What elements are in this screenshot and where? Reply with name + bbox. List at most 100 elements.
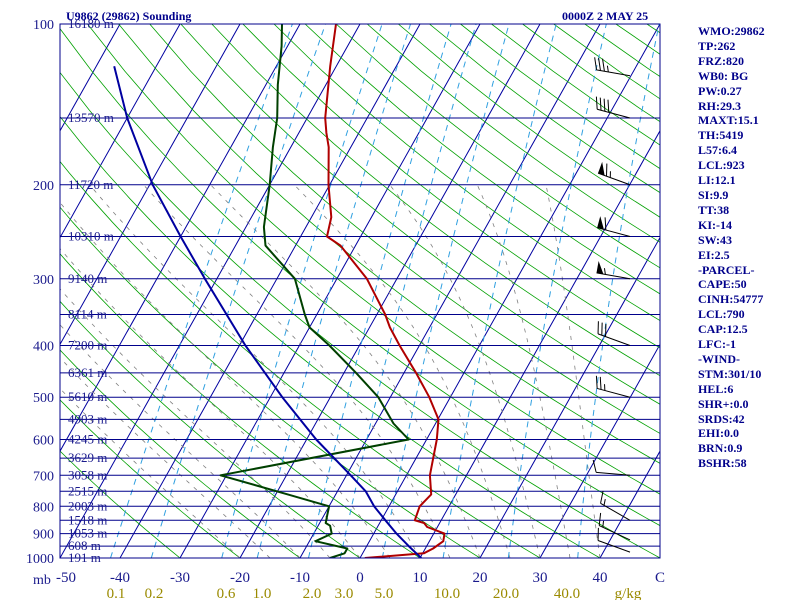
height-label: 3058 m (68, 467, 107, 482)
pressure-unit-label: mb (33, 573, 51, 588)
height-label: 3629 m (68, 450, 107, 465)
stability-index-item: SRDS:42 (698, 411, 745, 426)
height-label: 608 m (68, 538, 101, 553)
stability-index-item: SHR+:0.0 (698, 396, 749, 411)
isotherm-line (60, 24, 241, 346)
temperature-tick-label: 20 (473, 570, 488, 586)
wind-barb (595, 375, 631, 398)
temperature-tick-label: -50 (56, 570, 76, 586)
pressure-level-label: 300 (33, 273, 54, 288)
temperature-tick-label: -20 (230, 570, 250, 586)
stability-index-item: EHI:0.0 (698, 426, 740, 441)
moist-adiabat-line (545, 184, 601, 558)
pressure-level-label: 900 (33, 528, 54, 543)
mixing-ratio-label: 2.0 (303, 586, 322, 600)
height-label: 10310 m (68, 228, 114, 243)
height-label: 13570 m (68, 110, 114, 125)
stability-index-item: CAPE:50 (698, 277, 747, 292)
stability-index-item: L57:6.4 (698, 143, 737, 158)
chart-title: U9862 (29862) Sounding (66, 9, 191, 23)
height-label: 1518 m (68, 512, 107, 527)
stability-index-item: HEL:6 (698, 381, 734, 396)
stability-index-item: BSHR:58 (698, 456, 747, 471)
isobars (60, 23, 660, 559)
temperature-tick-label: -10 (290, 570, 310, 586)
isotherm-line (539, 343, 660, 558)
stability-index-item: STM:301/10 (698, 366, 762, 381)
mixing-ratio-label: 0.2 (145, 586, 164, 600)
temperature-tick-label: -30 (170, 570, 190, 586)
pressure-level-label: 1000 (26, 552, 54, 567)
stability-index-item: WMO:29862 (698, 24, 765, 38)
mixing-ratio-label: 0.6 (217, 586, 236, 600)
parcel-profile-line (113, 66, 422, 558)
pressure-level-label: 800 (33, 500, 54, 515)
moist-adiabat-line (60, 201, 391, 558)
isotherm-line (239, 24, 541, 558)
wind-barb (600, 490, 631, 521)
stability-index-item: TT:38 (698, 202, 730, 217)
isotherm-line (599, 450, 660, 558)
wind-barb (598, 512, 631, 541)
stability-index-item: MAXT:15.1 (698, 113, 759, 128)
wind-barb (595, 96, 631, 119)
wind-barb (597, 527, 631, 553)
temperature-tick-label: -40 (110, 570, 130, 586)
stability-index-item: LFC:-1 (698, 337, 736, 352)
stability-indices-panel: WMO:29862 TP:262 FRZ:820 WB0: BG PW:0.27 RH:2… (698, 24, 798, 471)
moist-adiabat-line (294, 184, 511, 558)
dewpoint-profile-line (219, 24, 410, 558)
stability-index-item: SW:43 (698, 232, 733, 247)
pressure-level-label: 600 (33, 434, 54, 449)
stability-index-item: WB0: BG (698, 68, 749, 83)
isotherm-line (60, 24, 301, 453)
wind-barb (594, 57, 631, 77)
stability-index-item: SI:9.9 (698, 187, 729, 202)
isotherm-line (60, 24, 181, 239)
mixing-ratio-label: 1.0 (253, 586, 272, 600)
temperature-tick-label: 0 (356, 570, 364, 586)
wind-barb (592, 459, 631, 476)
stability-index-item: TH:5419 (698, 128, 744, 143)
stability-index-item: -WIND- (698, 351, 740, 366)
mixing-ratio-label: 3.0 (335, 586, 354, 600)
stability-index-item: LCL:790 (698, 307, 745, 322)
pressure-level-label: 400 (33, 340, 54, 355)
plot-frame (59, 23, 661, 559)
height-label: 7200 m (68, 338, 107, 353)
stability-index-item: CAP:12.5 (698, 322, 748, 337)
sounding-time: 0000Z 2 MAY 25 (562, 9, 648, 23)
mixing-ratio-label: 10.0 (434, 586, 460, 600)
wind-barb (596, 261, 631, 280)
stability-index-item: TP:262 (698, 38, 736, 53)
mixing-ratio-label: 0.1 (107, 586, 126, 600)
sounding-profiles (113, 24, 446, 558)
wind-barbs (592, 57, 631, 553)
pressure-level-label: 100 (33, 18, 54, 33)
height-label: 4245 m (68, 432, 107, 447)
isotherm-line (60, 24, 121, 132)
height-label: 2515 m (68, 483, 107, 498)
stability-index-item: LCL:923 (698, 158, 745, 173)
stability-index-item: EI:2.5 (698, 247, 730, 262)
wind-barb (597, 216, 631, 237)
height-label: 191 m (68, 550, 101, 565)
pressure-level-label: 200 (33, 179, 54, 194)
isotherm-line (479, 236, 660, 558)
height-label: 1053 m (68, 526, 107, 541)
height-label: 16180 m (68, 16, 114, 31)
temperature-tick-label: 30 (533, 570, 548, 586)
wind-barb (597, 161, 631, 186)
height-label: 4903 m (68, 411, 107, 426)
stability-index-item: LI:12.1 (698, 173, 736, 188)
stability-index-item: -PARCEL- (698, 262, 755, 277)
mixing-ratio-label: 5.0 (375, 586, 394, 600)
moist-adiabat-line (60, 288, 331, 558)
mixing-ratio-label: 20.0 (493, 586, 519, 600)
isotherm-line (299, 24, 601, 558)
isotherm-line (119, 24, 421, 558)
stability-index-item: KI:-14 (698, 217, 732, 232)
isotherm-line (60, 24, 361, 558)
